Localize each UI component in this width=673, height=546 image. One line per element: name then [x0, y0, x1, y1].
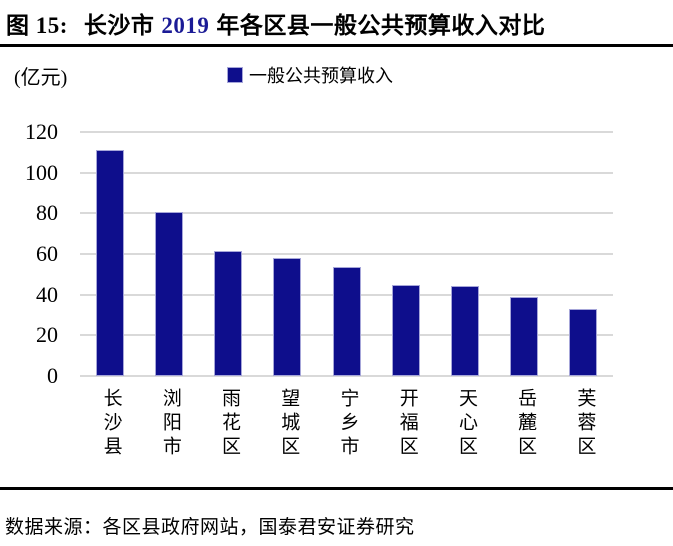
y-axis-unit-label: (亿元) [14, 67, 68, 89]
gridline [80, 375, 613, 377]
x-axis-label: 长沙县 [100, 388, 122, 460]
chart-bar [332, 266, 361, 376]
y-axis-tick-label: 0 [47, 363, 58, 388]
x-axis-label: 开福区 [396, 388, 418, 460]
y-axis-tick-label: 40 [36, 281, 58, 307]
y-axis-tick-label: 120 [25, 119, 58, 144]
title-year: 2019 [161, 13, 210, 38]
x-axis-label: 天心区 [455, 388, 477, 460]
chart-legend: 一般公共预算收入 [227, 62, 393, 88]
bar-chart-plot-area [80, 131, 613, 377]
data-source-note: 数据来源：各区县政府网站，国泰君安证券研究 [5, 517, 415, 538]
legend-swatch-icon [227, 67, 243, 83]
y-axis-tick-label: 100 [25, 159, 58, 185]
y-axis: 0 20 40 60 80 100 120 [0, 0, 58, 400]
x-axis-label: 雨花区 [219, 388, 241, 460]
footer-divider-line [0, 487, 673, 490]
gridline [80, 131, 613, 133]
legend-label: 一般公共预算收入 [249, 66, 393, 86]
chart-bar [510, 297, 539, 376]
chart-bar [450, 285, 479, 376]
figure-number-label: 图 15: [6, 13, 68, 38]
y-axis-tick-label: 60 [36, 241, 58, 266]
chart-bar [154, 212, 183, 376]
title-text-post: 年各区县一般公共预算收入对比 [216, 13, 546, 38]
x-axis-label: 芙蓉区 [574, 388, 596, 460]
y-axis-tick-label: 80 [36, 200, 58, 226]
y-axis-tick-label: 20 [36, 322, 58, 348]
chart-bar [273, 258, 302, 376]
chart-bar [214, 251, 243, 376]
title-divider-line [0, 44, 673, 47]
title-text-pre: 长沙市 [83, 13, 155, 38]
chart-bar [569, 309, 598, 376]
gridline [80, 253, 613, 255]
gridline [80, 171, 613, 174]
chart-bar [391, 285, 420, 376]
x-axis-label: 岳麓区 [515, 388, 537, 460]
x-axis: 长沙县 浏阳市 雨花区 望城区 宁乡市 开福区 天心区 岳麓区 芙蓉区 [80, 388, 613, 483]
x-axis-label: 浏阳市 [159, 388, 181, 460]
chart-bar [95, 150, 124, 376]
figure-title: 图 15: 长沙市 2019 年各区县一般公共预算收入对比 [6, 6, 666, 40]
x-axis-label: 望城区 [278, 388, 300, 460]
gridline [80, 212, 613, 215]
x-axis-label: 宁乡市 [337, 388, 359, 460]
